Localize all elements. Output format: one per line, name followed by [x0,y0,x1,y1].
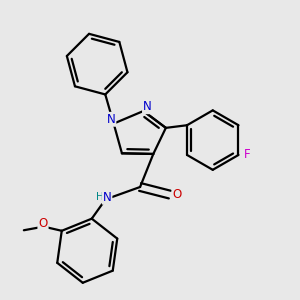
Text: F: F [243,148,250,161]
Text: N: N [143,100,152,113]
Text: N: N [107,113,116,126]
Text: O: O [38,217,48,230]
Text: H: H [96,192,104,202]
Text: N: N [103,191,111,204]
Text: O: O [172,188,182,201]
